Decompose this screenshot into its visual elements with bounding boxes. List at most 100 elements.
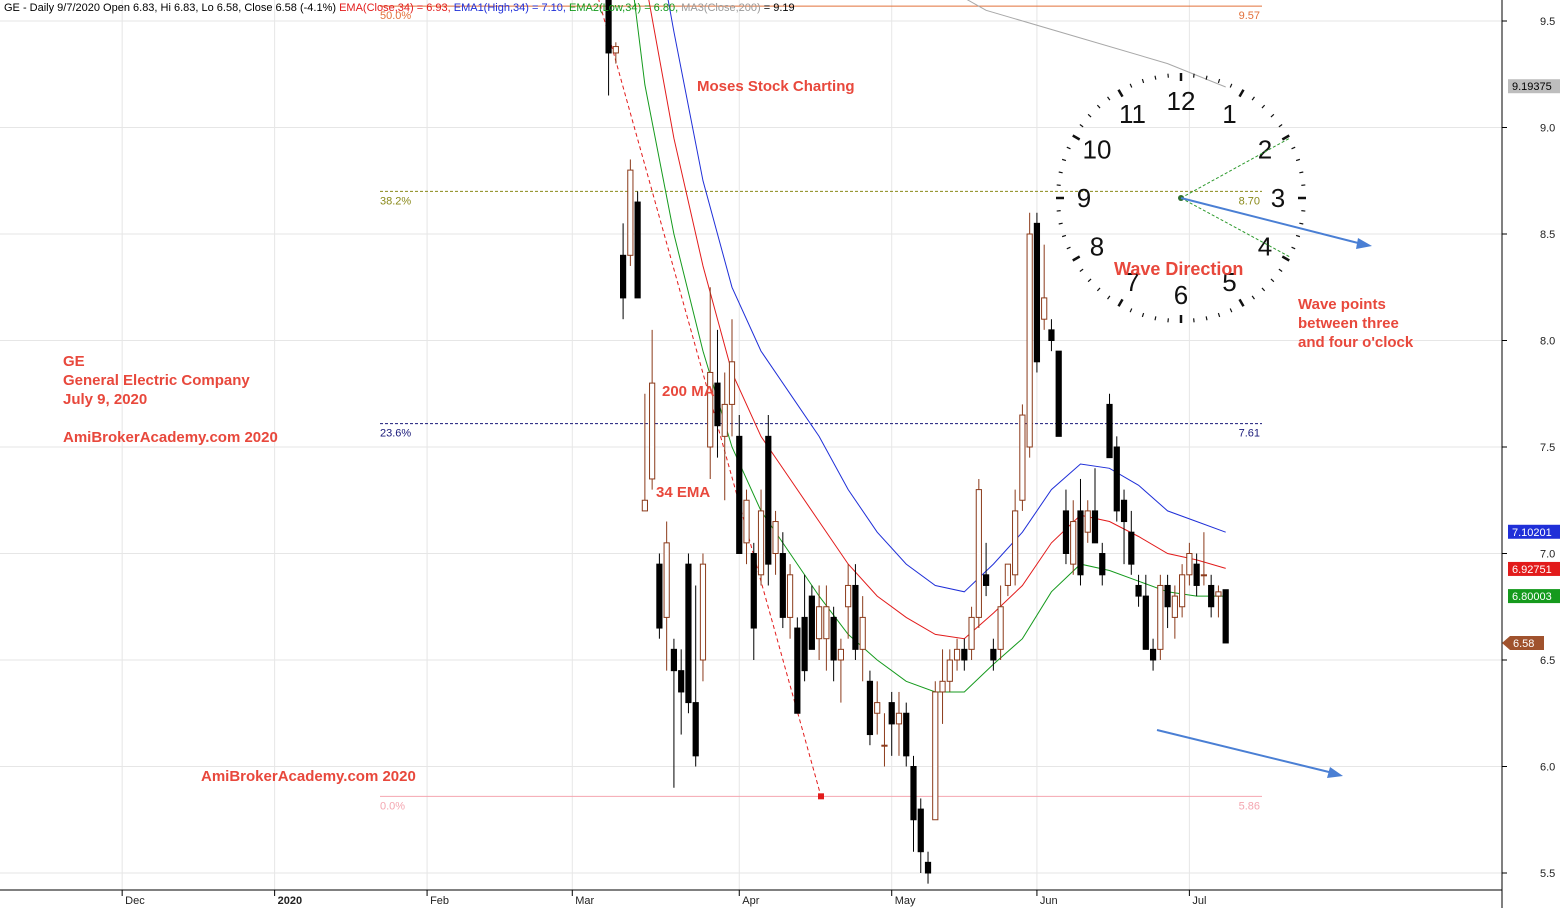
- clock-number: 10: [1083, 135, 1112, 165]
- candle: [1121, 490, 1126, 565]
- candle-body: [751, 554, 756, 629]
- clock-number: 11: [1119, 99, 1146, 129]
- x-tick-label: Jul: [1192, 895, 1206, 907]
- clock-number: 6: [1174, 280, 1188, 310]
- candle: [904, 703, 909, 767]
- candle: [889, 692, 894, 756]
- candle: [773, 511, 778, 575]
- candle: [1107, 394, 1112, 458]
- candle-body: [802, 617, 807, 670]
- clock-tick: [1252, 296, 1254, 299]
- candle: [947, 649, 952, 692]
- candle: [1201, 532, 1206, 585]
- candle-body: [1100, 554, 1105, 575]
- candle-body: [693, 703, 698, 756]
- clock-tick: [1108, 97, 1110, 100]
- candle-body: [773, 522, 778, 554]
- clock-tick: [1067, 247, 1071, 249]
- ema34-annotation: 34 EMA: [656, 484, 710, 501]
- candle-body: [911, 767, 916, 820]
- candle-body: [679, 671, 684, 692]
- candle: [918, 798, 923, 873]
- fib-trend-line: [380, 0, 821, 796]
- candle-body: [925, 862, 930, 873]
- header-ma3: MA3(Close,200): [678, 2, 761, 14]
- clock-tick: [1088, 279, 1091, 282]
- clock-tick: [1271, 279, 1274, 282]
- candle-body: [1013, 511, 1018, 575]
- candle: [969, 607, 974, 660]
- price-label: 6.80003: [1508, 589, 1560, 603]
- candle-body: [991, 649, 996, 660]
- clock-tick: [1299, 223, 1303, 224]
- candle: [758, 490, 763, 586]
- clock-tick: [1218, 313, 1219, 317]
- candle-body: [1187, 554, 1192, 575]
- candle: [860, 596, 865, 681]
- candle-body: [817, 607, 822, 639]
- candle: [882, 713, 887, 766]
- candle: [671, 639, 676, 788]
- candle: [679, 649, 684, 734]
- candle: [976, 479, 981, 628]
- candle-body: [1107, 404, 1112, 457]
- candle-body: [664, 543, 669, 618]
- candle: [737, 415, 742, 553]
- wave-note-line-3: and four o'clock: [1298, 334, 1414, 351]
- candle: [766, 415, 771, 585]
- x-tick-label: Dec: [125, 895, 145, 907]
- candle-body: [947, 660, 952, 681]
- candle: [809, 585, 814, 649]
- candle: [1042, 245, 1047, 330]
- candle: [831, 607, 836, 682]
- price-label: 7.10201: [1508, 525, 1560, 539]
- y-tick-label: 7.0: [1540, 549, 1555, 561]
- clock-tick: [1062, 235, 1066, 236]
- fib-level-pct: 38.2%: [380, 195, 411, 207]
- wave-note-line-1: Wave points: [1298, 296, 1386, 313]
- candle-body: [1216, 592, 1221, 596]
- candle-body: [715, 383, 720, 426]
- candle: [875, 681, 880, 734]
- fib-level-pct: 0.0%: [380, 800, 405, 812]
- company-name: General Electric Company: [63, 372, 250, 389]
- candle: [1013, 490, 1018, 586]
- candle-body: [737, 436, 742, 553]
- candle-body: [700, 564, 705, 660]
- watermark-top: AmiBrokerAcademy.com 2020: [63, 429, 278, 446]
- header-ma3-value: = 9.19: [761, 2, 795, 14]
- candle-body: [1129, 532, 1134, 564]
- candle-body: [1063, 511, 1068, 554]
- candle-body: [686, 564, 691, 702]
- wave-direction-label: Wave Direction: [1114, 259, 1243, 279]
- price-label-text: 9.19375: [1512, 81, 1552, 93]
- candle: [954, 639, 959, 671]
- fib-anchor-low: [818, 793, 824, 799]
- candle-body: [744, 500, 749, 543]
- candle: [896, 692, 901, 756]
- candle-body: [787, 575, 792, 618]
- candle: [606, 0, 611, 96]
- candle: [1056, 351, 1061, 436]
- candle-body: [889, 703, 894, 724]
- clock-tick: [1142, 79, 1143, 83]
- candle-body: [904, 713, 909, 756]
- clock-tick: [1296, 235, 1300, 236]
- candle-body: [1121, 500, 1126, 521]
- candle-body: [976, 490, 981, 618]
- candle: [1049, 319, 1054, 351]
- y-tick-label: 6.5: [1540, 655, 1555, 667]
- candle: [853, 564, 858, 660]
- y-tick-label: 8.0: [1540, 336, 1555, 348]
- candle-body: [1049, 330, 1054, 341]
- clock-number: 3: [1271, 183, 1285, 213]
- clock-tick: [1262, 288, 1265, 291]
- clock-tick: [1279, 125, 1282, 127]
- candle: [1129, 511, 1134, 575]
- candle: [650, 330, 655, 490]
- y-tick-label: 5.5: [1540, 868, 1555, 880]
- candle-body: [918, 809, 923, 852]
